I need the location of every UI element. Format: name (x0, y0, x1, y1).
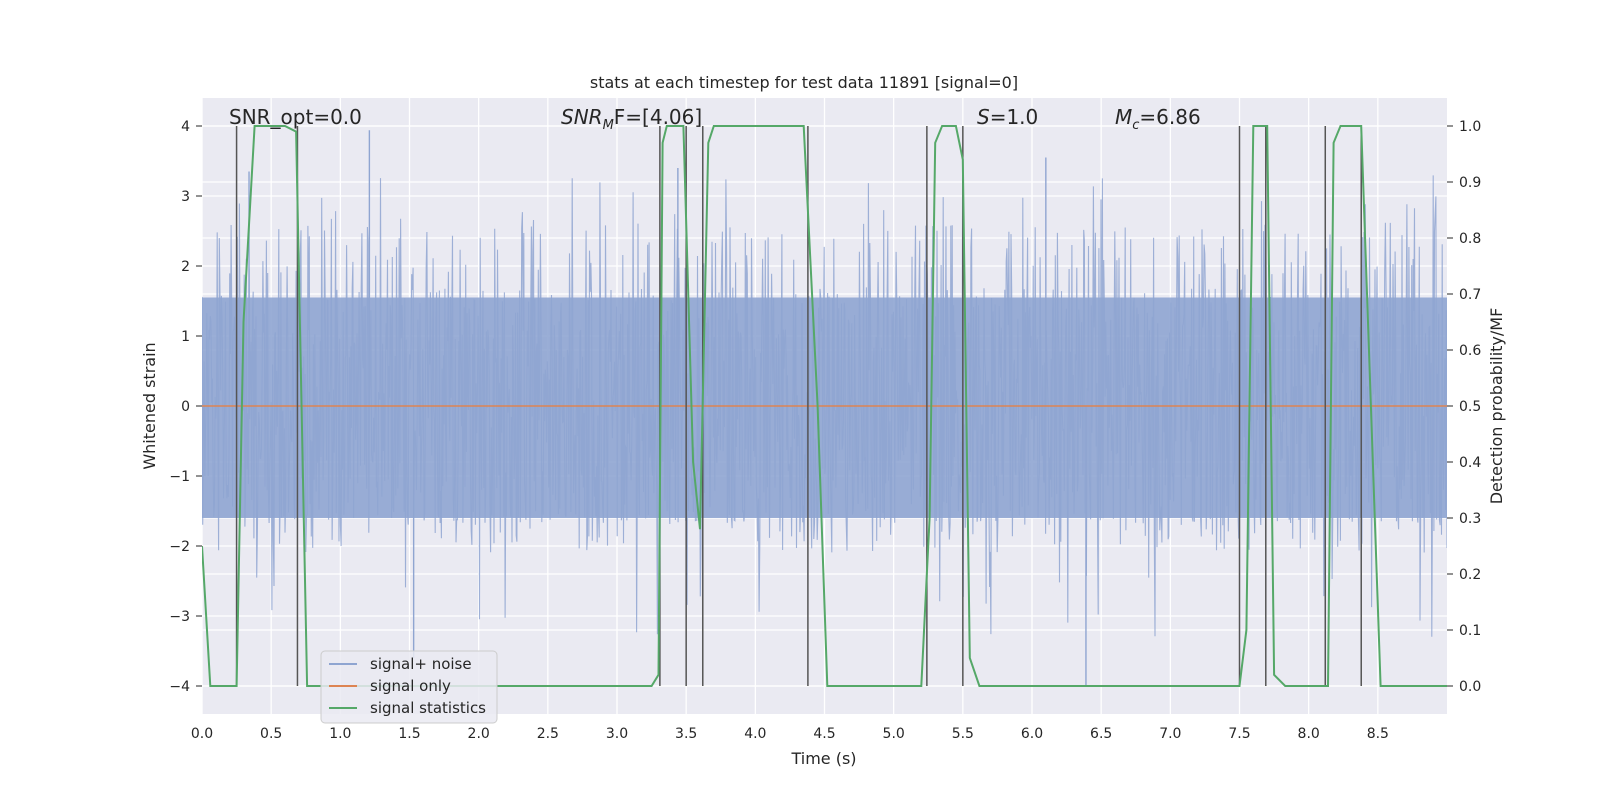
y2-tick-label-2: 0.2 (1459, 567, 1481, 583)
y-tick-label-8: 4 (181, 119, 190, 135)
y2-axis-ticks: 0.0 0.1 0.2 0.3 0.4 0.5 0.6 0.7 0.8 0.9 1.0 (1447, 119, 1481, 695)
y-tick-label-0: −4 (169, 679, 190, 695)
x-tick-label-6: 3.0 (606, 726, 628, 742)
annotation-snr-opt: SNR_opt=0.0 (229, 105, 362, 129)
mc-sub: c (1132, 118, 1139, 133)
x-axis-label: Time (s) (790, 749, 856, 768)
legend: signal+ noise signal only signal statist… (320, 650, 498, 724)
x-tick-label-12: 6.0 (1021, 726, 1043, 742)
s-italic: S (977, 105, 990, 129)
x-tick-label-11: 5.5 (952, 726, 974, 742)
y2-axis-label: Detection probability/MF (1487, 308, 1506, 505)
legend-label-stats: signal statistics (370, 699, 486, 717)
x-axis-ticks: 0.0 0.5 1.0 1.5 2.0 2.5 3.0 3.5 4.0 4.5 5.0 5.5 6.0 6… (191, 726, 1389, 742)
legend-label-signal: signal only (370, 677, 451, 695)
x-tick-label-8: 4.0 (744, 726, 766, 742)
x-tick-label-15: 7.5 (1228, 726, 1250, 742)
x-tick-label-5: 2.5 (537, 726, 559, 742)
x-tick-label-3: 1.5 (398, 726, 420, 742)
s-rest: =1.0 (990, 105, 1039, 129)
series-signal-statistics (202, 125, 1447, 687)
y-axis-label: Whitened strain (140, 342, 159, 469)
y2-tick-label-10: 1.0 (1459, 119, 1481, 135)
x-tick-label-13: 6.5 (1090, 726, 1112, 742)
y-tick-label-3: −1 (169, 469, 190, 485)
y-tick-label-4: 0 (181, 399, 190, 415)
x-tick-label-0: 0.0 (191, 726, 213, 742)
x-tick-label-4: 2.0 (468, 726, 490, 742)
snr-mf-rest: F=[4.06] (614, 105, 702, 129)
y-axis-ticks: −4 −3 −2 −1 0 1 2 3 4 (169, 119, 202, 695)
x-tick-label-7: 3.5 (675, 726, 697, 742)
chart-title: stats at each timestep for test data 118… (590, 73, 1018, 92)
mc-rest: =6.86 (1139, 105, 1200, 129)
mc-italic: M (1115, 105, 1132, 129)
y2-tick-label-1: 0.1 (1459, 623, 1481, 639)
y2-tick-label-3: 0.3 (1459, 511, 1481, 527)
annotation-snr-mf: SNRMF=[4.06] (561, 105, 702, 133)
annotation-s: S=1.0 (977, 105, 1038, 129)
stats-line (202, 125, 1447, 687)
y-tick-label-6: 2 (181, 259, 190, 275)
y2-tick-label-4: 0.4 (1459, 455, 1481, 471)
y2-tick-label-0: 0.0 (1459, 679, 1481, 695)
legend-box (320, 650, 498, 724)
y2-tick-label-6: 0.6 (1459, 343, 1481, 359)
x-tick-label-14: 7.0 (1159, 726, 1181, 742)
annotation-mc: Mc=6.86 (1115, 105, 1201, 133)
y2-tick-label-5: 0.5 (1459, 399, 1481, 415)
y-tick-label-2: −2 (169, 539, 190, 555)
x-tick-label-16: 8.0 (1298, 726, 1320, 742)
y2-tick-label-8: 0.8 (1459, 231, 1481, 247)
y2-tick-label-7: 0.7 (1459, 287, 1481, 303)
legend-label-noise: signal+ noise (370, 655, 472, 673)
x-tick-label-9: 4.5 (813, 726, 835, 742)
snr-mf-sub: M (603, 118, 614, 133)
x-tick-label-2: 1.0 (329, 726, 351, 742)
y2-tick-label-9: 0.9 (1459, 175, 1481, 191)
x-tick-label-1: 0.5 (260, 726, 282, 742)
snr-mf-base: SNR (561, 105, 603, 129)
x-tick-label-17: 8.5 (1367, 726, 1389, 742)
x-tick-label-10: 5.0 (883, 726, 905, 742)
y-tick-label-1: −3 (169, 609, 190, 625)
y-tick-label-5: 1 (181, 329, 190, 345)
y-tick-label-7: 3 (181, 189, 190, 205)
noise-dense-band (202, 297, 1447, 518)
